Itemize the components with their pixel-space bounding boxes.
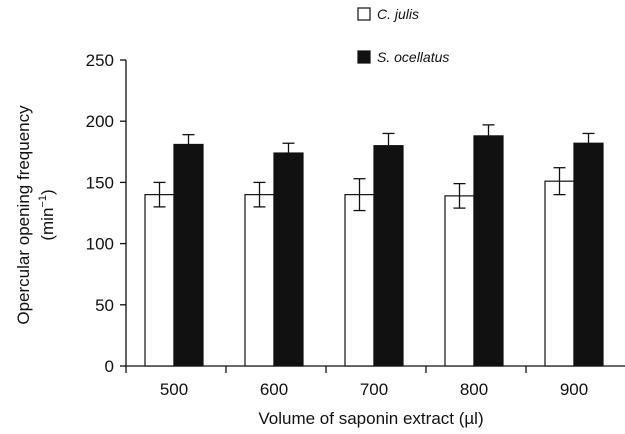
y-axis: 0 50 100 150 200 250 (86, 51, 127, 376)
bar (544, 180, 575, 367)
x-tick-label: 800 (460, 380, 488, 399)
y-tick-label: 0 (105, 357, 114, 376)
bar (144, 194, 175, 367)
y-tick-label: 250 (86, 51, 114, 70)
x-tick-label: 700 (360, 380, 388, 399)
legend-swatch-s-ocellatus (357, 50, 371, 64)
bar (273, 152, 304, 367)
y-tick-label: 150 (86, 173, 114, 192)
bar (173, 143, 204, 367)
y-tick-label: 50 (95, 296, 114, 315)
bar (344, 194, 375, 367)
legend-swatch-c-julis (357, 7, 371, 21)
y-axis-title-line2: (min−1) (37, 189, 57, 240)
x-axis-title: Volume of saponin extract (µl) (258, 409, 483, 428)
y-tick-label: 200 (86, 112, 114, 131)
y-axis-title: Opercular opening frequency (min−1) (14, 105, 57, 325)
y-axis-title-line1: Opercular opening frequency (14, 105, 33, 325)
y-tick-label: 100 (86, 235, 114, 254)
x-axis: 500 600 700 800 900 (125, 365, 625, 399)
bar (444, 195, 475, 367)
bar (373, 145, 404, 367)
legend-label-s-ocellatus: S. ocellatus (377, 49, 449, 65)
x-tick-label: 900 (560, 380, 588, 399)
x-tick-label: 600 (260, 380, 288, 399)
x-tick-label: 500 (160, 380, 188, 399)
legend: C. julis S. ocellatus (357, 6, 449, 65)
bar (473, 135, 504, 367)
bars (144, 135, 604, 367)
legend-label-c-julis: C. julis (377, 6, 419, 22)
bar (244, 194, 275, 367)
bar (573, 142, 604, 367)
error-bars (153, 124, 595, 212)
